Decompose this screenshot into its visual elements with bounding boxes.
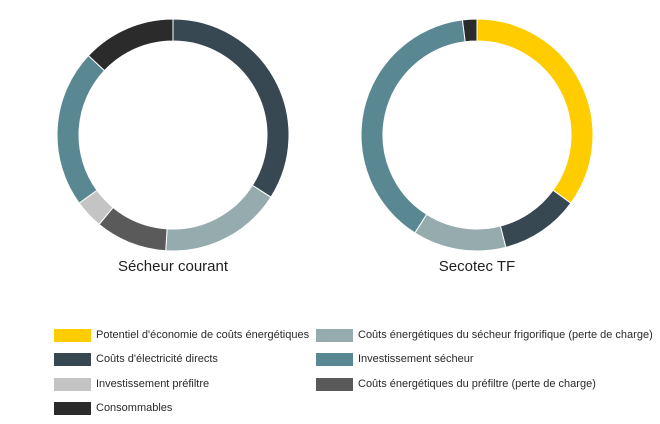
legend-item-consumables: Consommables [54,401,172,415]
donut-chart-secheur-courant [56,18,290,252]
legend-swatch [316,352,353,366]
legend-label: Consommables [96,402,173,414]
legend-item-direct-electricity: Coûts d'électricité directs [54,352,218,366]
donut-chart-secotec-tf [360,18,594,252]
legend-label: Coûts énergétiques du préfiltre (perte d… [358,378,596,390]
slice-investissement-secheur [56,54,106,204]
slice-consommables [461,18,478,43]
legend-swatch [316,377,353,391]
slice-couts-d-electricite-directs [499,189,572,248]
legend-item-dryer-energy-costs: Coûts énergétiques du sécheur frigorifiq… [316,328,653,342]
legend-swatch [54,328,91,342]
slice-couts-energetiques-du-secheur-frigorifique-perte-de-charge [414,213,507,252]
legend-swatch [54,352,91,366]
legend-swatch [54,401,91,415]
legend-label: Coûts d'électricité directs [96,353,218,365]
legend-item-energy-savings: Potentiel d'économie de coûts énergétiqu… [54,328,309,342]
legend-label: Potentiel d'économie de coûts énergétiqu… [96,329,310,341]
slice-potentiel-d-economie-de-couts-energetiques [476,18,594,204]
legend-item-prefilter-investment: Investissement préfiltre [54,377,209,391]
legend-swatch [54,377,91,391]
legend-item-dryer-investment: Investissement sécheur [316,352,474,366]
chart-title-secotec-tf: Secotec TF [438,258,516,275]
slice-couts-energetiques-du-secheur-frigorifique-perte-de-charge [165,184,272,252]
slice-couts-d-electricite-directs [172,18,290,198]
chart-title-secheur-courant: Sécheur courant [117,258,229,275]
legend-label: Coûts énergétiques du sécheur frigorifiq… [358,329,653,341]
legend-swatch [316,328,353,342]
legend-label: Investissement sécheur [358,353,474,365]
slice-consommables [87,18,174,72]
slice-investissement-secheur [360,19,466,234]
legend-item-prefilter-energy-costs: Coûts énergétiques du préfiltre (perte d… [316,377,596,391]
legend-label: Investissement préfiltre [96,378,210,390]
slice-couts-energetiques-du-prefiltre-perte-de-charge [98,206,168,252]
